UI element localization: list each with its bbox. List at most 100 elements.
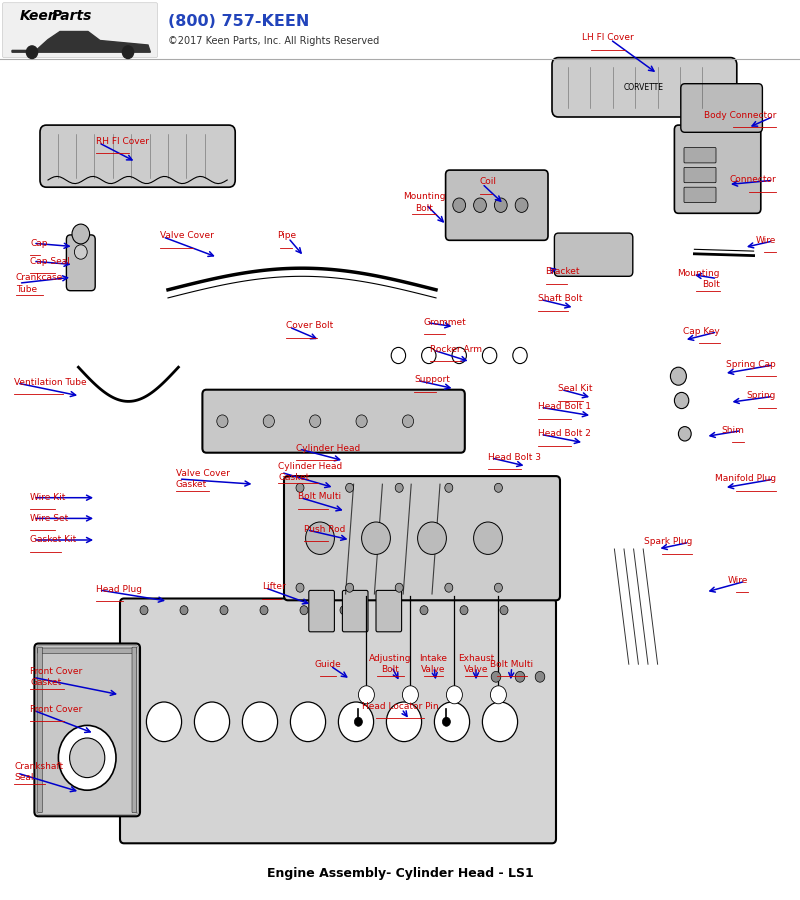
FancyBboxPatch shape <box>446 170 548 240</box>
Circle shape <box>306 522 334 554</box>
Circle shape <box>74 245 87 259</box>
Circle shape <box>300 606 308 615</box>
Circle shape <box>494 198 507 212</box>
Circle shape <box>535 671 545 682</box>
Text: Rocker Arm: Rocker Arm <box>430 345 482 354</box>
Text: Cap Seal: Cap Seal <box>30 256 70 266</box>
Text: Guide: Guide <box>314 660 342 669</box>
FancyBboxPatch shape <box>38 648 137 653</box>
Circle shape <box>217 415 228 428</box>
Text: Cap: Cap <box>30 238 48 248</box>
Circle shape <box>140 606 148 615</box>
Text: Crankcase
Tube: Crankcase Tube <box>16 274 63 293</box>
FancyBboxPatch shape <box>554 233 633 276</box>
Circle shape <box>296 483 304 492</box>
Circle shape <box>70 738 105 778</box>
FancyBboxPatch shape <box>66 235 95 291</box>
Text: Head Plug: Head Plug <box>96 585 142 594</box>
FancyBboxPatch shape <box>674 125 761 213</box>
Circle shape <box>122 46 134 58</box>
Text: Front Cover: Front Cover <box>30 705 82 714</box>
Text: Shim: Shim <box>721 426 744 435</box>
Text: Push Rod: Push Rod <box>304 525 346 534</box>
Text: Wire: Wire <box>756 236 776 245</box>
FancyBboxPatch shape <box>34 644 140 816</box>
Text: Connector: Connector <box>730 176 776 184</box>
Circle shape <box>358 686 374 704</box>
Text: Valve Cover: Valve Cover <box>160 231 214 240</box>
Text: Crankshaft
Seal: Crankshaft Seal <box>14 762 63 782</box>
Text: Head Bolt 3: Head Bolt 3 <box>488 453 541 462</box>
Text: Head Bolt 2: Head Bolt 2 <box>538 429 590 438</box>
Text: Lifter: Lifter <box>262 582 286 591</box>
Circle shape <box>395 583 403 592</box>
Circle shape <box>340 606 348 615</box>
Circle shape <box>445 583 453 592</box>
Circle shape <box>242 702 278 742</box>
FancyBboxPatch shape <box>309 590 334 632</box>
Polygon shape <box>12 32 150 52</box>
FancyBboxPatch shape <box>376 590 402 632</box>
Circle shape <box>58 725 116 790</box>
Text: Wire: Wire <box>728 576 748 585</box>
Text: Spring: Spring <box>746 392 776 400</box>
FancyBboxPatch shape <box>284 476 560 600</box>
Text: Mounting
Bolt: Mounting Bolt <box>402 193 446 212</box>
Text: Exhaust
Valve: Exhaust Valve <box>458 654 494 674</box>
Circle shape <box>452 347 466 364</box>
Text: Engine Assembly- Cylinder Head - LS1: Engine Assembly- Cylinder Head - LS1 <box>266 868 534 880</box>
Circle shape <box>434 702 470 742</box>
Circle shape <box>391 347 406 364</box>
Text: Bolt Multi: Bolt Multi <box>298 492 341 501</box>
Circle shape <box>380 606 388 615</box>
Circle shape <box>354 717 362 726</box>
Circle shape <box>482 347 497 364</box>
Circle shape <box>402 686 418 704</box>
Circle shape <box>453 198 466 212</box>
Circle shape <box>474 522 502 554</box>
FancyBboxPatch shape <box>2 3 158 58</box>
Circle shape <box>260 606 268 615</box>
Circle shape <box>420 606 428 615</box>
Text: RH FI Cover: RH FI Cover <box>96 137 149 146</box>
FancyBboxPatch shape <box>132 647 137 813</box>
Circle shape <box>494 583 502 592</box>
Text: Cap Key: Cap Key <box>683 327 720 336</box>
Circle shape <box>445 483 453 492</box>
Circle shape <box>422 347 436 364</box>
Circle shape <box>402 415 414 428</box>
FancyBboxPatch shape <box>38 647 42 813</box>
Text: Cover Bolt: Cover Bolt <box>286 321 334 330</box>
Circle shape <box>494 483 502 492</box>
Circle shape <box>418 522 446 554</box>
Text: Head Bolt 1: Head Bolt 1 <box>538 402 590 411</box>
Circle shape <box>338 702 374 742</box>
Circle shape <box>346 583 354 592</box>
Circle shape <box>491 671 501 682</box>
Circle shape <box>146 702 182 742</box>
Circle shape <box>670 367 686 385</box>
Circle shape <box>678 427 691 441</box>
Text: Front Cover
Gasket: Front Cover Gasket <box>30 667 82 687</box>
Text: Cylinder Head
Gasket: Cylinder Head Gasket <box>278 462 342 482</box>
Text: Cylinder Head: Cylinder Head <box>296 444 360 453</box>
Circle shape <box>194 702 230 742</box>
Circle shape <box>386 702 422 742</box>
Circle shape <box>395 483 403 492</box>
Circle shape <box>460 606 468 615</box>
FancyBboxPatch shape <box>342 590 368 632</box>
FancyBboxPatch shape <box>684 148 716 163</box>
Text: Wire Set: Wire Set <box>30 514 69 523</box>
Circle shape <box>296 583 304 592</box>
Text: Support: Support <box>414 375 450 384</box>
Text: ©2017 Keen Parts, Inc. All Rights Reserved: ©2017 Keen Parts, Inc. All Rights Reserv… <box>168 36 379 46</box>
Text: LH FI Cover: LH FI Cover <box>582 33 634 42</box>
Text: CORVETTE: CORVETTE <box>624 83 664 92</box>
Text: Adjusting
Bolt: Adjusting Bolt <box>369 654 412 674</box>
Text: Gasket Kit: Gasket Kit <box>30 536 77 544</box>
Circle shape <box>346 483 354 492</box>
FancyBboxPatch shape <box>684 187 716 202</box>
Circle shape <box>180 606 188 615</box>
Text: Manifold Plug: Manifold Plug <box>715 474 776 483</box>
Text: Valve Cover
Gasket: Valve Cover Gasket <box>176 469 230 489</box>
